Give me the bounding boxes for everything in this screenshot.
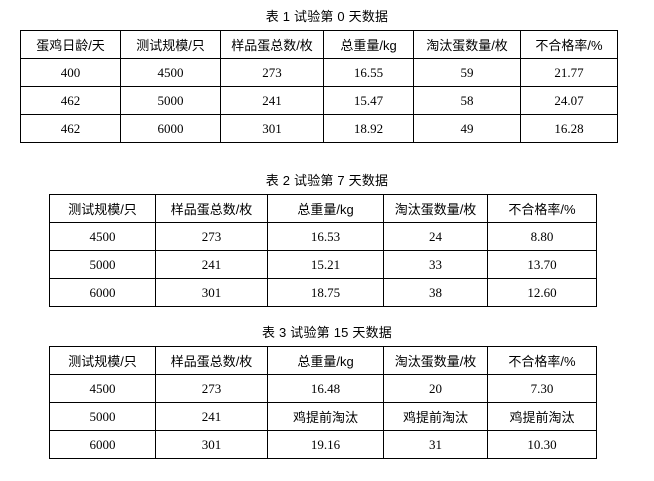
table-1-cell: 301 [220, 114, 324, 143]
table-1-cell: 5000 [120, 86, 221, 115]
table-3-header-cell: 测试规模/只 [49, 346, 156, 375]
table-1-cell: 462 [20, 86, 121, 115]
table-1-header-cell: 淘汰蛋数量/枚 [413, 30, 521, 59]
table-1-cell: 16.28 [520, 114, 618, 143]
table-1-cell: 6000 [120, 114, 221, 143]
table-2-cell: 12.60 [487, 278, 597, 307]
table-2-caption: 表 2 试验第 7 天数据 [265, 173, 389, 188]
table-3-caption: 表 3 试验第 15 天数据 [262, 325, 392, 340]
table-3-cell: 20 [383, 374, 488, 403]
table-3: 测试规模/只 样品蛋总数/枚 总重量/kg 淘汰蛋数量/枚 不合格率/% 450… [49, 346, 597, 459]
table-3-cell-culled: 鸡提前淘汰 [487, 402, 597, 431]
table-1-cell: 400 [20, 58, 121, 87]
table-2-header-cell: 总重量/kg [267, 194, 384, 223]
table-2-cell: 33 [383, 250, 488, 279]
table-3-header-cell: 样品蛋总数/枚 [155, 346, 268, 375]
table-1-cell: 59 [413, 58, 521, 87]
table-3-cell: 31 [383, 430, 488, 459]
table-row: 462 5000 241 15.47 58 24.07 [20, 86, 618, 115]
table-1-cell: 4500 [120, 58, 221, 87]
table-block-3: 表 3 试验第 15 天数据 测试规模/只 样品蛋总数/枚 总重量/kg 淘汰蛋… [0, 322, 654, 459]
table-2-cell: 273 [155, 222, 268, 251]
table-1-cell: 241 [220, 86, 324, 115]
table-1-header-cell: 样品蛋总数/枚 [220, 30, 324, 59]
table-2: 测试规模/只 样品蛋总数/枚 总重量/kg 淘汰蛋数量/枚 不合格率/% 450… [49, 194, 597, 307]
table-1-header-cell: 测试规模/只 [120, 30, 221, 59]
table-2-header-row: 测试规模/只 样品蛋总数/枚 总重量/kg 淘汰蛋数量/枚 不合格率/% [49, 194, 597, 223]
table-3-cell: 6000 [49, 430, 156, 459]
table-row: 4500 273 16.48 20 7.30 [49, 374, 597, 403]
table-3-cell: 5000 [49, 402, 156, 431]
table-1-cell: 58 [413, 86, 521, 115]
table-2-cell: 4500 [49, 222, 156, 251]
table-2-cell: 241 [155, 250, 268, 279]
table-1-header-cell: 蛋鸡日龄/天 [20, 30, 121, 59]
table-row: 4500 273 16.53 24 8.80 [49, 222, 597, 251]
table-2-cell: 13.70 [487, 250, 597, 279]
table-2-cell: 24 [383, 222, 488, 251]
table-2-header-cell: 测试规模/只 [49, 194, 156, 223]
table-1-cell: 49 [413, 114, 521, 143]
table-2-cell: 8.80 [487, 222, 597, 251]
table-2-cell: 6000 [49, 278, 156, 307]
table-3-cell: 273 [155, 374, 268, 403]
table-1-cell: 462 [20, 114, 121, 143]
table-3-header-cell: 淘汰蛋数量/枚 [383, 346, 488, 375]
table-2-cell: 16.53 [267, 222, 384, 251]
table-3-cell: 4500 [49, 374, 156, 403]
table-3-cell-culled: 鸡提前淘汰 [383, 402, 488, 431]
table-1: 蛋鸡日龄/天 测试规模/只 样品蛋总数/枚 总重量/kg 淘汰蛋数量/枚 不合格… [20, 30, 618, 143]
table-1-header-row: 蛋鸡日龄/天 测试规模/只 样品蛋总数/枚 总重量/kg 淘汰蛋数量/枚 不合格… [20, 30, 618, 59]
table-3-cell: 16.48 [267, 374, 384, 403]
table-block-1: 表 1 试验第 0 天数据 蛋鸡日龄/天 测试规模/只 样品蛋总数/枚 总重量/… [0, 6, 654, 143]
table-3-cell-culled: 鸡提前淘汰 [267, 402, 384, 431]
table-2-cell: 5000 [49, 250, 156, 279]
table-3-cell: 7.30 [487, 374, 597, 403]
table-row: 400 4500 273 16.55 59 21.77 [20, 58, 618, 87]
table-2-header-cell: 淘汰蛋数量/枚 [383, 194, 488, 223]
table-2-cell: 301 [155, 278, 268, 307]
table-3-cell: 19.16 [267, 430, 384, 459]
table-row: 6000 301 18.75 38 12.60 [49, 278, 597, 307]
table-1-cell: 273 [220, 58, 324, 87]
table-2-header-cell: 样品蛋总数/枚 [155, 194, 268, 223]
table-1-cell: 24.07 [520, 86, 618, 115]
table-row: 462 6000 301 18.92 49 16.28 [20, 114, 618, 143]
table-1-cell: 16.55 [323, 58, 414, 87]
table-block-2: 表 2 试验第 7 天数据 测试规模/只 样品蛋总数/枚 总重量/kg 淘汰蛋数… [0, 170, 654, 307]
table-1-cell: 21.77 [520, 58, 618, 87]
table-2-cell: 38 [383, 278, 488, 307]
table-3-header-cell: 不合格率/% [487, 346, 597, 375]
table-2-cell: 15.21 [267, 250, 384, 279]
table-1-cell: 18.92 [323, 114, 414, 143]
table-1-header-cell: 总重量/kg [323, 30, 414, 59]
table-3-cell: 10.30 [487, 430, 597, 459]
table-row: 5000 241 鸡提前淘汰 鸡提前淘汰 鸡提前淘汰 [49, 402, 597, 431]
table-2-header-cell: 不合格率/% [487, 194, 597, 223]
table-3-cell: 241 [155, 402, 268, 431]
table-2-cell: 18.75 [267, 278, 384, 307]
table-3-cell: 301 [155, 430, 268, 459]
table-3-header-row: 测试规模/只 样品蛋总数/枚 总重量/kg 淘汰蛋数量/枚 不合格率/% [49, 346, 597, 375]
table-1-caption: 表 1 试验第 0 天数据 [265, 9, 389, 24]
table-1-cell: 15.47 [323, 86, 414, 115]
table-3-header-cell: 总重量/kg [267, 346, 384, 375]
table-row: 6000 301 19.16 31 10.30 [49, 430, 597, 459]
table-1-header-cell: 不合格率/% [520, 30, 618, 59]
table-row: 5000 241 15.21 33 13.70 [49, 250, 597, 279]
